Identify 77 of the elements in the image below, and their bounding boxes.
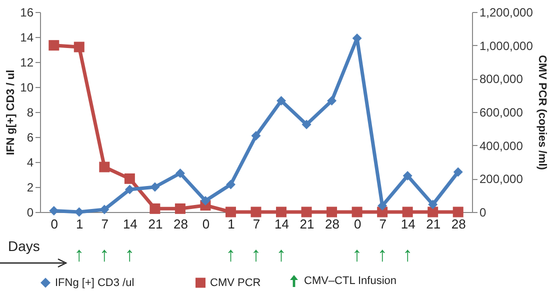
y-tick-label: 12 (20, 56, 34, 70)
y-tick-label: 4 (26, 156, 34, 170)
point (327, 96, 337, 106)
point (250, 206, 262, 218)
point (175, 168, 185, 178)
text: Days (8, 238, 40, 254)
text: ↑ (276, 244, 286, 266)
x-tick-label: 14 (122, 216, 138, 232)
text: ↑ (377, 244, 388, 266)
y-tick-label: 6 (26, 130, 34, 144)
x-tick-label: 28 (325, 216, 340, 232)
x-tick-label: 7 (252, 216, 260, 232)
point (326, 206, 338, 218)
point (100, 204, 110, 214)
x-tick-label: 1 (228, 216, 235, 232)
text: ↑ (402, 244, 413, 266)
point (453, 167, 463, 177)
x-tick-label: 0 (50, 216, 58, 232)
point (48, 40, 60, 51)
x-tick-label: 0 (202, 216, 210, 232)
point (150, 203, 160, 214)
x-tick-label: 1 (76, 216, 84, 232)
point (452, 206, 464, 218)
text: ↑ (251, 244, 261, 266)
y2-tick-label: 1,200,000 (480, 6, 534, 20)
text: CMV–CTL Infusion (304, 275, 397, 287)
point (174, 203, 186, 214)
point (124, 184, 134, 194)
y2-tick-label: 400,000 (480, 138, 524, 153)
y2-tick-label: 200,000 (480, 172, 524, 186)
x-tick-label: 14 (400, 216, 416, 232)
point (150, 182, 160, 192)
point (428, 200, 438, 210)
legend-label: CMV PCR (210, 276, 261, 289)
point (200, 196, 210, 206)
x-tick-label: 7 (379, 216, 386, 232)
point (225, 206, 236, 218)
x-tick-label: 28 (451, 216, 466, 232)
y2-tick-label: 800,000 (480, 72, 524, 86)
y-tick-label: 0 (26, 206, 34, 220)
point (302, 120, 312, 130)
x-tick-label: 21 (148, 216, 163, 232)
point (276, 206, 287, 218)
point (301, 206, 312, 218)
y2-tick-label: 0 (480, 206, 486, 220)
y-tick-label: 10 (20, 80, 34, 94)
point (428, 206, 438, 218)
point (74, 42, 84, 52)
y-tick-label: 16 (20, 6, 34, 20)
text: ↑ (99, 244, 110, 266)
y-axis-title: IFN g[+] CD3 / ul (5, 70, 18, 156)
point (352, 206, 362, 218)
text: ↑ (226, 244, 236, 266)
text: ↑ (352, 244, 362, 266)
y2-tick-label: 1,000,000 (480, 38, 534, 53)
point (251, 131, 261, 140)
point (402, 206, 413, 218)
x-tick-label: 21 (300, 216, 314, 232)
point (99, 162, 110, 172)
point (124, 173, 135, 184)
legend-label: IFNg [+] CD3 /ul (55, 276, 134, 289)
point (49, 206, 59, 216)
text: ↑ (74, 244, 84, 266)
text: ↑ (124, 244, 135, 266)
y-tick-label: 8 (26, 106, 34, 120)
y2-tick-label: 600,000 (480, 106, 524, 120)
x-tick-label: 0 (354, 216, 362, 232)
y-tick-label: 14 (20, 30, 34, 44)
point (226, 180, 236, 190)
point (276, 96, 286, 106)
x-tick-label: 21 (426, 216, 441, 232)
y2-axis-title: CMV PCR (copies /ml) (536, 55, 548, 170)
x-tick-label: 7 (101, 216, 109, 232)
x-tick-label: 28 (173, 216, 188, 232)
point (402, 171, 412, 180)
y-tick-label: 2 (26, 180, 34, 194)
x-tick-label: 14 (274, 216, 289, 232)
